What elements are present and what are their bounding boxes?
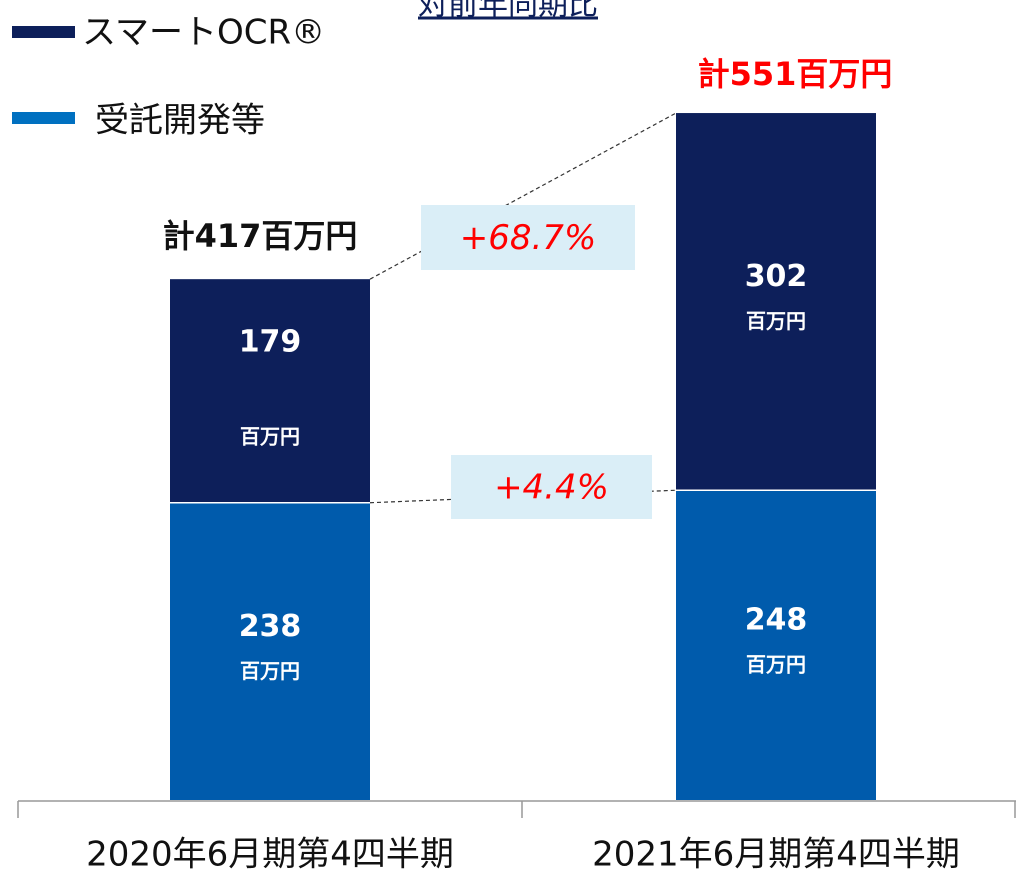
unit-label: 百万円 <box>240 424 300 448</box>
unit-label: 百万円 <box>240 659 300 683</box>
unit-label: 百万円 <box>746 309 806 333</box>
growth-label: +4.4% <box>494 468 609 508</box>
growth-box <box>421 205 635 270</box>
legend-swatch <box>12 112 75 124</box>
category-label: 2021年6月期第4四半期 <box>592 835 960 873</box>
total-label: 計417百万円 <box>163 217 358 255</box>
bar-segment <box>676 113 876 491</box>
category-label: 2020年6月期第4四半期 <box>86 835 454 873</box>
value-label: 238 <box>239 609 302 644</box>
bar-segment <box>676 490 876 800</box>
legend-label: スマートOCR® <box>82 13 325 53</box>
subtitle: 対前年同期比 <box>418 0 598 23</box>
value-label: 179 <box>239 324 302 359</box>
growth-box <box>451 455 652 519</box>
value-label: 302 <box>745 259 808 294</box>
growth-label: +68.7% <box>460 218 597 258</box>
total-label: 計551百万円 <box>698 55 893 93</box>
bar-segment <box>170 279 370 503</box>
legend-label: 受託開発等 <box>95 101 265 141</box>
legend-swatch <box>12 26 75 38</box>
bar-segment <box>170 502 370 800</box>
unit-label: 百万円 <box>746 653 806 677</box>
value-label: 248 <box>745 603 808 638</box>
